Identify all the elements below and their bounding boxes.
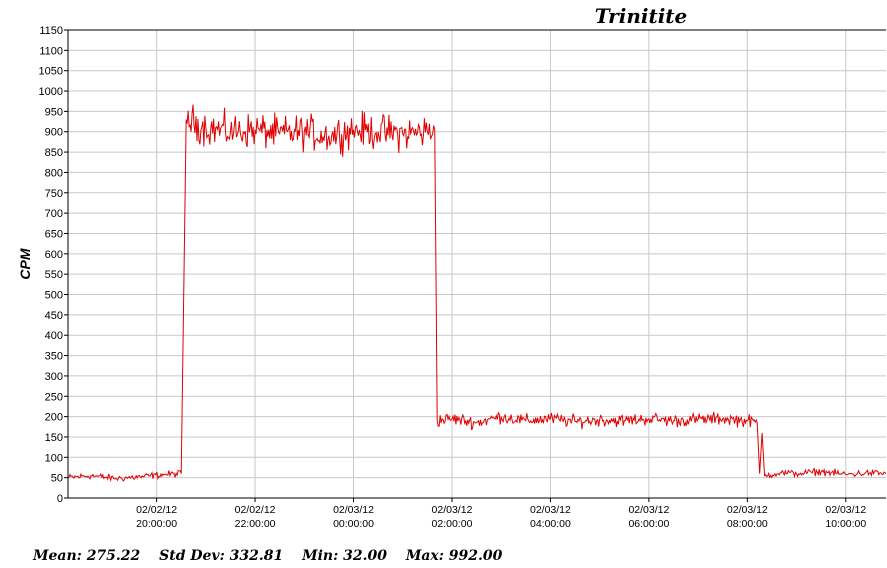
y-tick-label: 500 bbox=[45, 290, 63, 302]
y-tick-label: 200 bbox=[45, 412, 63, 424]
grid-lines bbox=[68, 29, 886, 498]
x-tick-date-label: 02/03/12 bbox=[432, 504, 473, 516]
x-tick-time-label: 10:00:00 bbox=[825, 518, 866, 530]
y-tick-label: 300 bbox=[45, 371, 63, 383]
chart-title: Trinitite bbox=[595, 4, 688, 28]
x-tick-date-label: 02/03/12 bbox=[825, 504, 866, 516]
y-tick-label: 1050 bbox=[39, 66, 63, 78]
y-tick-label: 900 bbox=[45, 127, 63, 139]
stat-mean: Mean: 275.22 bbox=[33, 548, 141, 564]
series-line bbox=[67, 104, 887, 483]
y-tick-label: 50 bbox=[51, 473, 63, 485]
y-tick-label: 1000 bbox=[39, 86, 63, 98]
x-tick-date-label: 02/02/12 bbox=[235, 504, 276, 516]
axes bbox=[67, 29, 886, 499]
y-tick-label: 250 bbox=[45, 391, 63, 403]
x-tick-date-label: 02/03/12 bbox=[333, 504, 374, 516]
x-tick-time-label: 20:00:00 bbox=[136, 518, 177, 530]
y-tick-label: 1150 bbox=[39, 25, 63, 37]
y-tick-label: 1100 bbox=[39, 45, 63, 57]
stat-min: Min: 32.00 bbox=[302, 548, 387, 564]
stat-std-dev: Std Dev: 332.81 bbox=[159, 548, 284, 564]
y-tick-label: 0 bbox=[57, 493, 63, 505]
x-tick-time-label: 06:00:00 bbox=[628, 518, 669, 530]
series-layer bbox=[67, 104, 887, 483]
x-tick-time-label: 04:00:00 bbox=[530, 518, 571, 530]
y-tick-label: 800 bbox=[45, 167, 63, 179]
summary-stats: Mean: 275.22 Std Dev: 332.81 Min: 32.00 … bbox=[33, 548, 516, 564]
x-tick-time-label: 22:00:00 bbox=[235, 518, 276, 530]
x-tick-date-label: 02/03/12 bbox=[628, 504, 669, 516]
stat-max: Max: 992.00 bbox=[405, 548, 503, 564]
y-tick-label: 750 bbox=[45, 188, 63, 200]
y-tick-label: 600 bbox=[45, 249, 63, 261]
x-tick-date-label: 02/02/12 bbox=[136, 504, 177, 516]
x-tick-time-label: 00:00:00 bbox=[333, 518, 374, 530]
y-tick-label: 450 bbox=[45, 310, 63, 322]
y-tick-label: 100 bbox=[45, 452, 63, 464]
y-tick-label: 550 bbox=[45, 269, 63, 281]
x-tick-time-label: 08:00:00 bbox=[727, 518, 768, 530]
x-tick-date-label: 02/03/12 bbox=[727, 504, 768, 516]
y-tick-label: 650 bbox=[45, 228, 63, 240]
x-tick-date-label: 02/03/12 bbox=[530, 504, 571, 516]
y-tick-label: 950 bbox=[45, 106, 63, 118]
y-tick-label: 350 bbox=[45, 351, 63, 363]
x-tick-time-label: 02:00:00 bbox=[432, 518, 473, 530]
line-chart: Trinitite CPM 0 50 100 150 200 250 300 350 400 45… bbox=[17, 4, 887, 530]
y-tick-label: 150 bbox=[45, 432, 63, 444]
y-tick-label: 850 bbox=[45, 147, 63, 159]
y-tick-label: 400 bbox=[45, 330, 63, 342]
y-axis-label: CPM bbox=[17, 248, 33, 279]
axis-ticks: 0 50 100 150 200 250 300 350 400 450 500 550 600 650 7… bbox=[39, 25, 867, 530]
y-tick-label: 700 bbox=[45, 208, 63, 220]
